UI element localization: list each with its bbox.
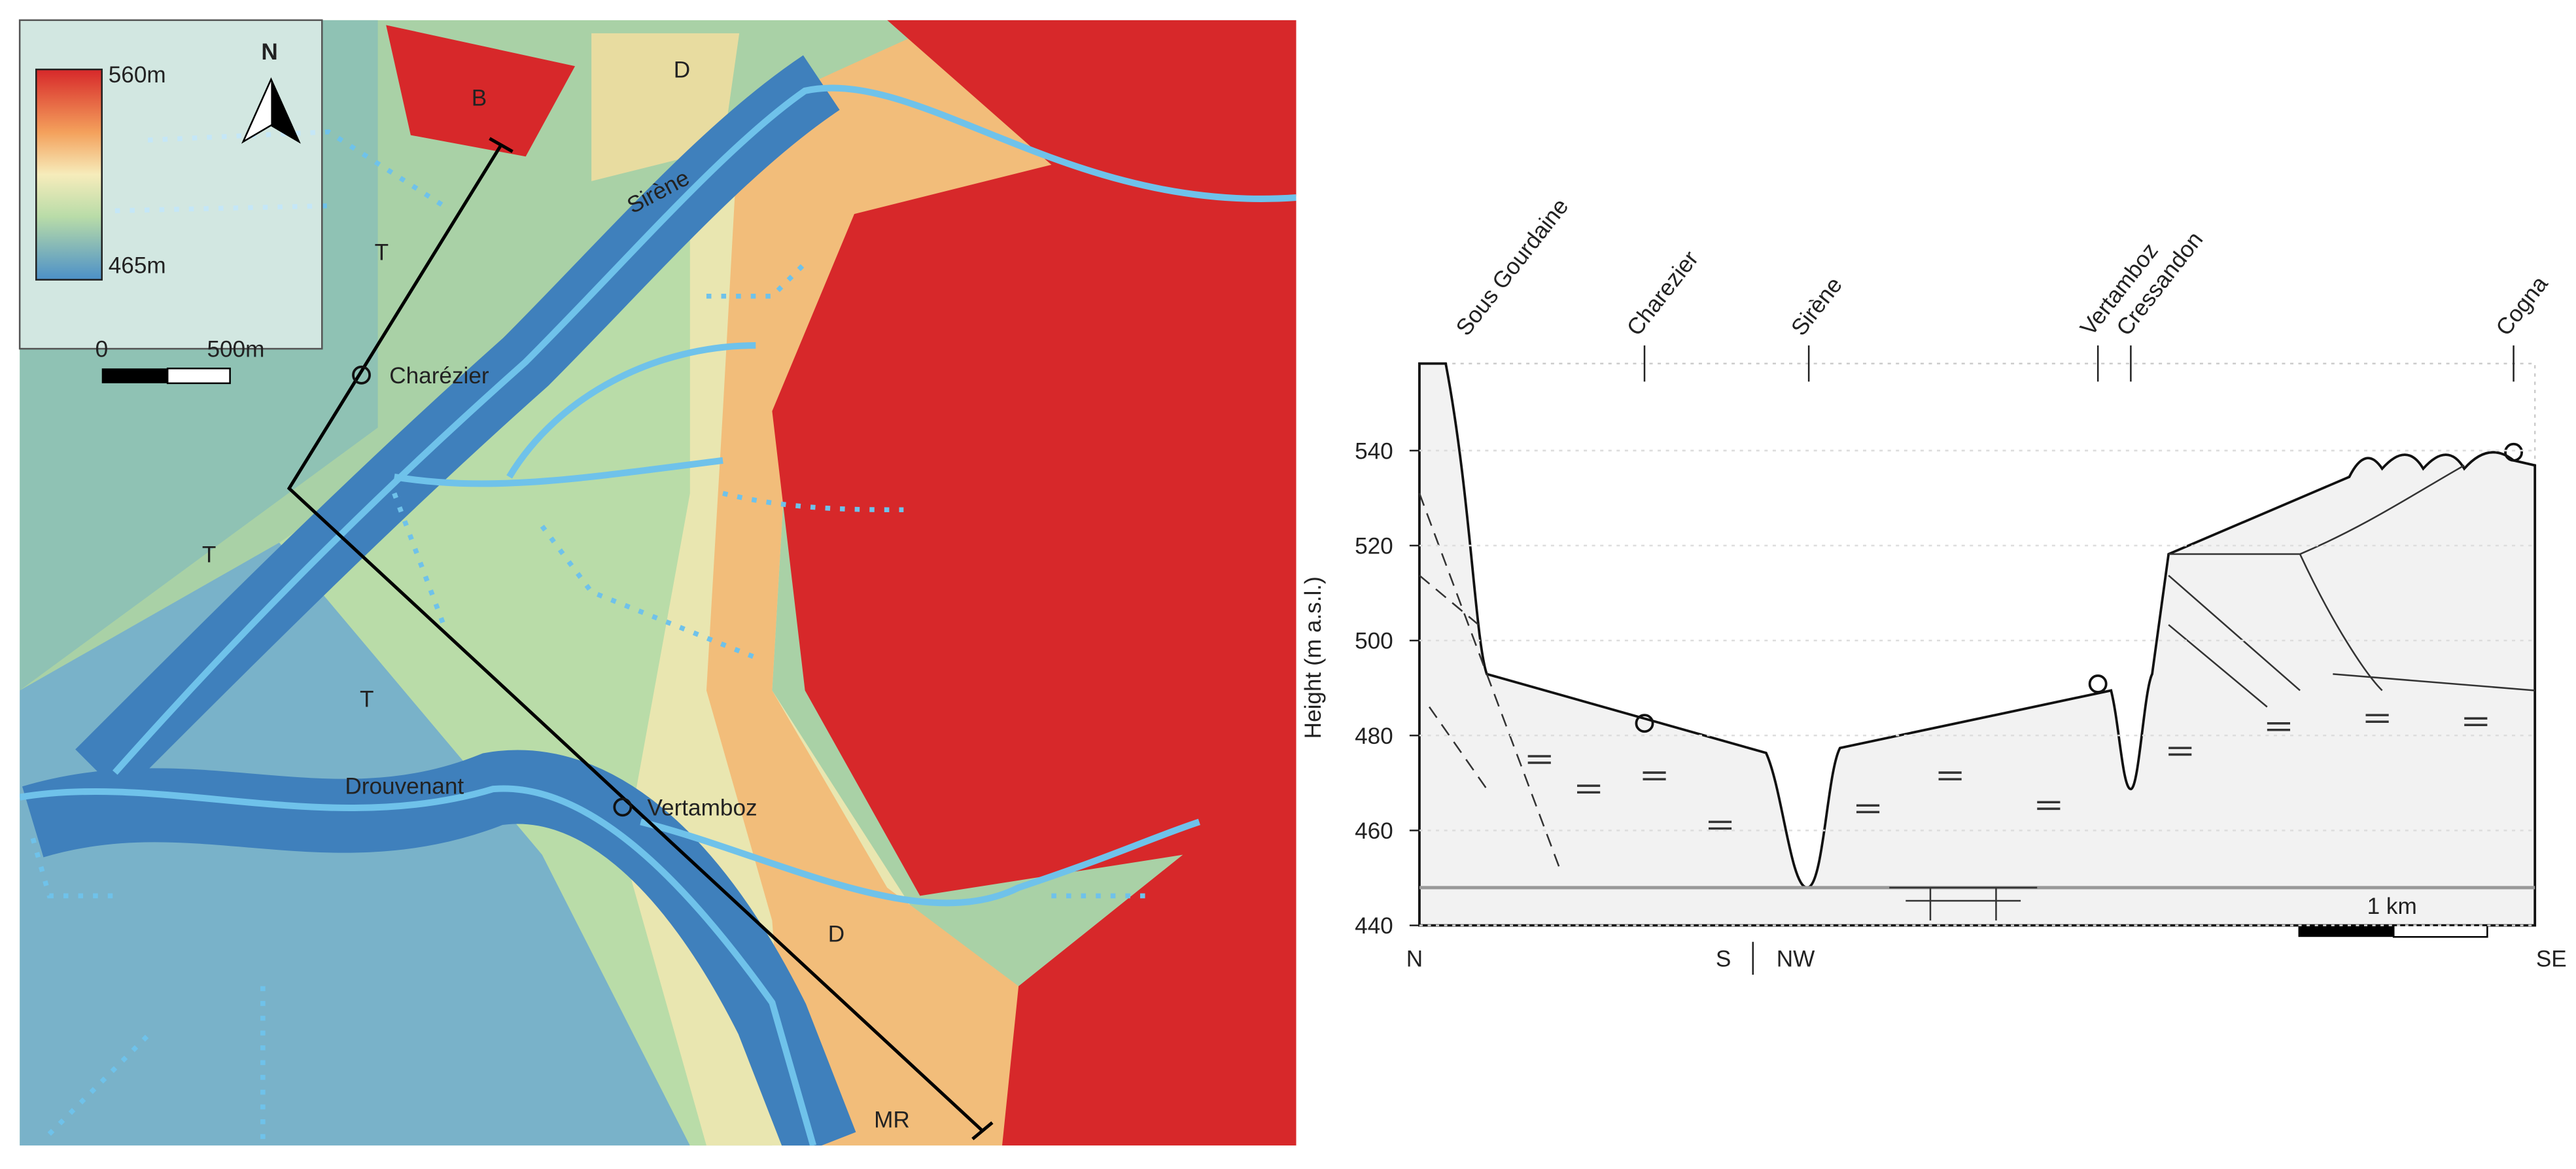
cross-section: 1 km Height (m a.s.l.) N S NW SE Sous Go… <box>1300 194 2567 975</box>
legend-min: 465m <box>109 253 166 279</box>
legend: 560m 465m N 0 500m <box>18 19 323 385</box>
place-label: Cogna <box>2491 271 2553 340</box>
end-label: NW <box>1777 946 1815 971</box>
y-tick-label: 520 <box>1355 534 1393 559</box>
place-label: Charézier <box>389 363 489 389</box>
map-label: T <box>202 542 216 568</box>
elevation-map: B D T T T Sirène Charézier Drouvenant Ve… <box>20 20 1297 1146</box>
map-label: D <box>828 922 844 947</box>
y-tick-label: 540 <box>1355 438 1393 464</box>
end-label: S <box>1716 946 1731 971</box>
y-axis-label: Height (m a.s.l.) <box>1300 576 1326 739</box>
y-tick-label: 440 <box>1355 913 1393 939</box>
place-label: Sous Gourdaine <box>1451 194 1573 340</box>
scale-end: 500m <box>207 337 264 362</box>
y-tick-label: 500 <box>1355 629 1393 654</box>
north-arrow: N <box>261 39 277 65</box>
map-label: D <box>674 58 690 83</box>
end-label: SE <box>2536 946 2567 971</box>
map-label: MR <box>874 1108 910 1133</box>
scale-start: 0 <box>96 337 109 362</box>
y-tick-label: 460 <box>1355 818 1393 844</box>
river-label: Drouvenant <box>345 774 464 799</box>
section-scale: 1 km <box>2367 894 2417 919</box>
y-tick-label: 480 <box>1355 724 1393 749</box>
place-label: Sirène <box>1786 272 1847 340</box>
map-label: T <box>375 239 389 265</box>
legend-max: 560m <box>109 62 166 88</box>
place-label: Charezier <box>1622 246 1704 340</box>
map-label: B <box>472 85 487 111</box>
end-label: N <box>1406 946 1423 971</box>
place-label: Vertamboz <box>648 795 757 820</box>
map-label: T <box>360 687 374 712</box>
